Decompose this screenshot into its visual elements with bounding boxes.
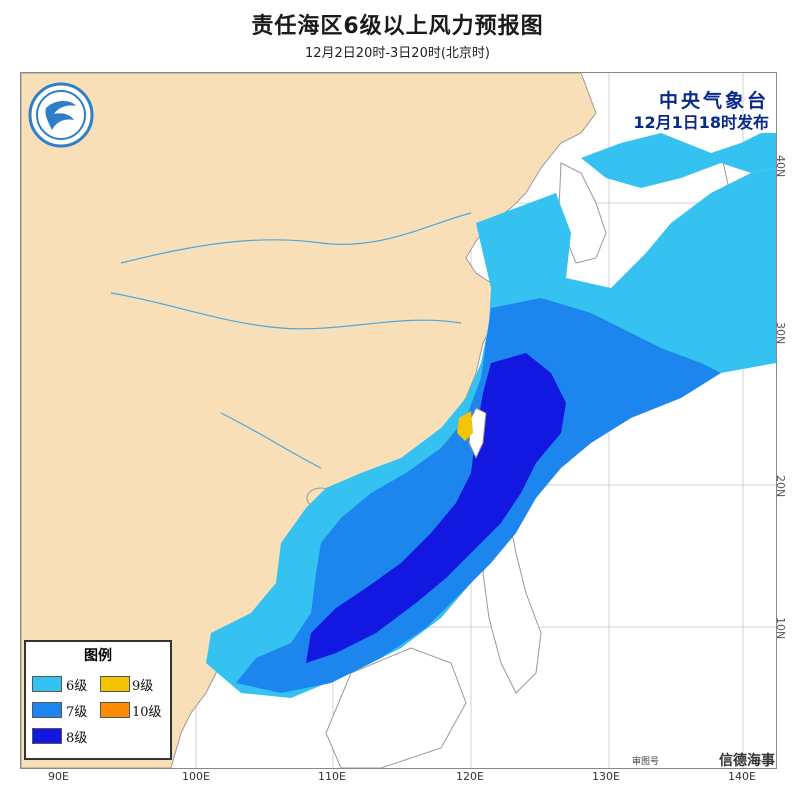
x-tick-130e: 130E [592, 770, 620, 783]
legend-swatch-7 [32, 702, 62, 718]
x-tick-90e: 90E [48, 770, 69, 783]
legend-label-8: 8级 [66, 731, 88, 746]
map-title: 责任海区6级以上风力预报图 [251, 14, 544, 39]
map-canvas [21, 73, 776, 768]
y-tick-30n: 30N [774, 322, 787, 345]
cma-logo-icon [28, 82, 94, 148]
legend-title: 图例 [84, 648, 112, 664]
x-tick-120e: 120E [456, 770, 484, 783]
philippines-land [482, 512, 542, 694]
y-tick-20n: 20N [774, 475, 787, 498]
review-mark: 审图号 [632, 757, 660, 767]
legend-label-7: 7级 [66, 705, 88, 720]
legend-swatch-8 [32, 728, 62, 744]
map-subtitle: 12月2日20时-3日20时(北京时) [304, 46, 490, 61]
legend-swatch-6 [32, 676, 62, 692]
borneo-land [325, 647, 467, 768]
legend-swatch-9 [100, 676, 130, 692]
legend-swatch-10 [100, 702, 130, 718]
wind-forecast-map [20, 72, 777, 769]
issuer-org: 中央气象台 [658, 90, 769, 112]
legend-label-10: 10级 [132, 705, 162, 720]
wind-area-level6-east [581, 133, 776, 188]
wind-area-level8 [306, 353, 566, 663]
x-tick-110e: 110E [318, 770, 346, 783]
y-tick-10n: 10N [774, 617, 787, 640]
rivers [110, 212, 472, 469]
x-tick-100e: 100E [182, 770, 210, 783]
y-tick-40n: 40N [774, 155, 787, 178]
watermark: 信德海事 [719, 753, 775, 769]
legend: 图例 6级 9级 7级 10级 8级 [24, 640, 172, 760]
issuer-time: 12月1日18时发布 [633, 113, 769, 132]
wind-area-level9 [457, 411, 473, 441]
legend-label-6: 6级 [66, 679, 88, 694]
legend-label-9: 9级 [132, 679, 154, 694]
issuer-block: 中央气象台 12月1日18时发布 [633, 90, 769, 134]
x-tick-140e: 140E [728, 770, 756, 783]
